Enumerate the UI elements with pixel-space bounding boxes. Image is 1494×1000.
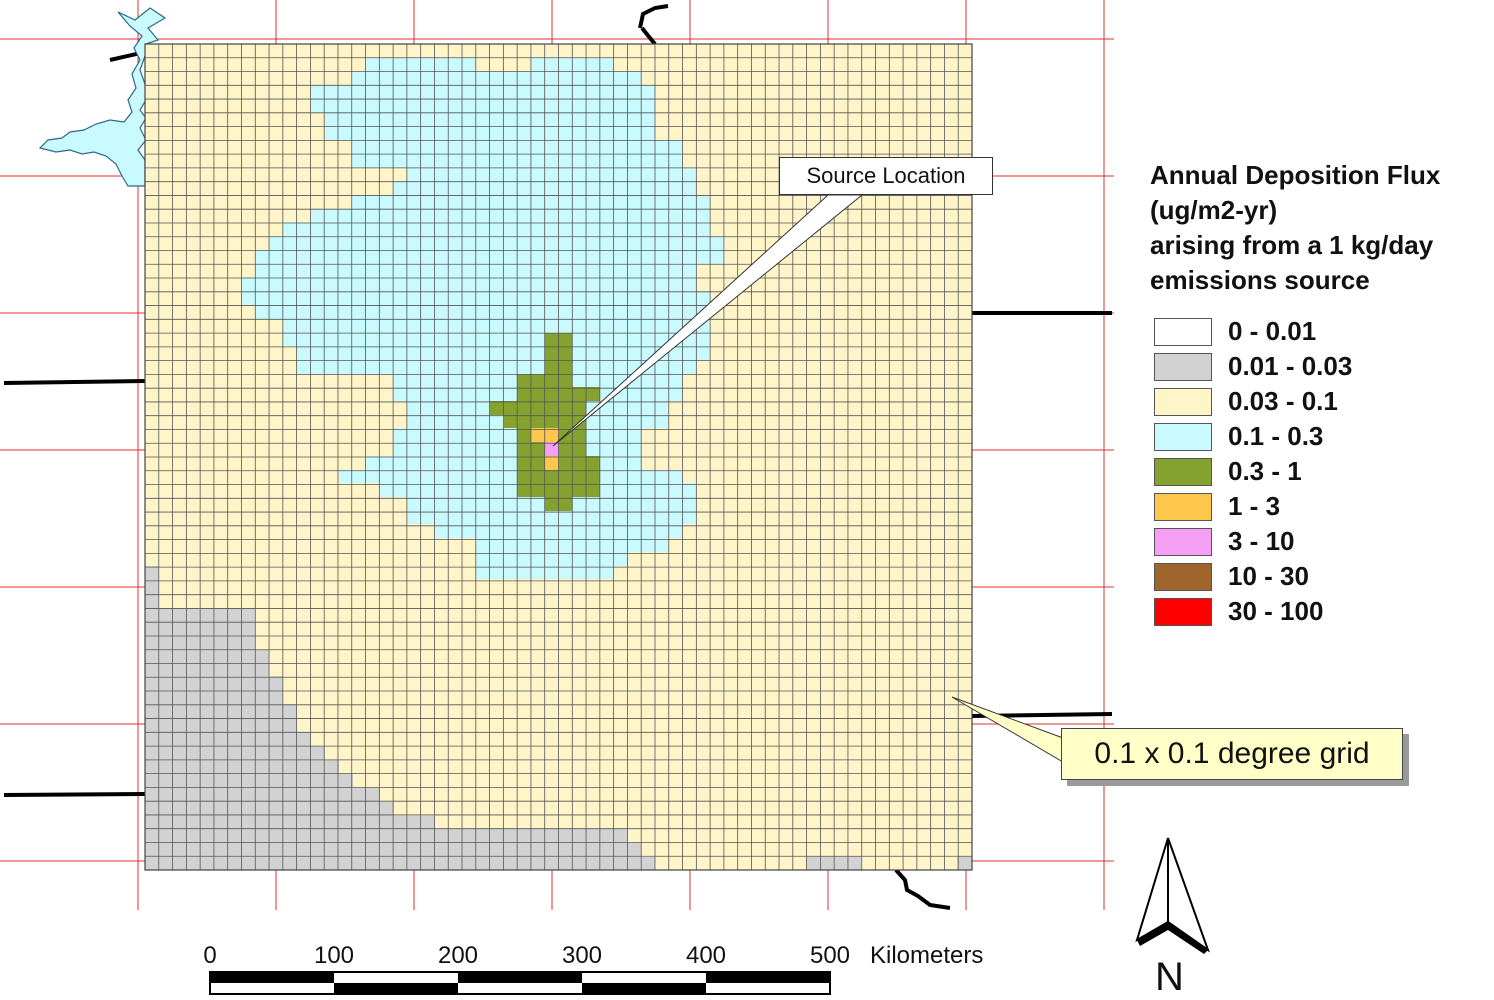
scale-bar (209, 971, 831, 995)
scale-tick-label: 500 (809, 942, 851, 969)
scale-tick-label: 100 (313, 942, 355, 969)
flux-zone-0.01-0.03 (806, 856, 861, 870)
source-callout-leader (552, 194, 864, 447)
legend-swatch (1154, 598, 1212, 626)
scale-tick-label: 400 (685, 942, 727, 969)
legend-title: Annual Deposition Flux (ug/m2-yr) arisin… (1150, 158, 1440, 298)
legend-title-line: Annual Deposition Flux (1150, 160, 1441, 190)
legend-swatch (1154, 528, 1212, 556)
legend-title-line: (ug/m2-yr) (1150, 195, 1278, 225)
legend-label: 0.01 - 0.03 (1228, 351, 1353, 381)
flux-zone-0.01-0.03 (957, 856, 972, 870)
legend-swatch (1154, 458, 1212, 486)
scale-tick-label: 0 (203, 942, 217, 969)
legend-label: 0 - 0.01 (1228, 316, 1317, 346)
grid-callout: 0.1 x 0.1 degree grid (1061, 728, 1403, 780)
grid-border (144, 43, 973, 871)
legend-label: 10 - 30 (1228, 561, 1309, 591)
north-label: N (1155, 955, 1184, 999)
flux-zone-1-3 (545, 456, 559, 470)
legend-label: 0.1 - 0.3 (1228, 421, 1324, 451)
source-location-callout: Source Location (779, 157, 993, 195)
legend-label: 0.03 - 0.1 (1228, 386, 1338, 416)
scale-tick-label: 200 (437, 942, 479, 969)
legend-swatch (1154, 563, 1212, 591)
legend-title-line: emissions source (1150, 265, 1370, 295)
flux-zone-3-10 (545, 442, 559, 456)
flux-zone-0.1-0.3 (242, 58, 723, 579)
legend-swatch (1154, 388, 1212, 416)
legend-swatch (1154, 353, 1212, 381)
flux-zone-0.01-0.03 (145, 566, 655, 870)
legend-label: 3 - 10 (1228, 526, 1295, 556)
legend-swatch (1154, 318, 1212, 346)
legend-title-line: arising from a 1 kg/day (1150, 230, 1434, 260)
legend-label: 1 - 3 (1228, 491, 1281, 521)
legend-swatch (1154, 423, 1212, 451)
scale-unit-label: Kilometers (870, 942, 984, 969)
legend-label: 0.3 - 1 (1228, 456, 1302, 486)
legend-label: 30 - 100 (1228, 596, 1324, 626)
north-arrow-icon (1135, 837, 1210, 954)
scale-tick-label: 300 (561, 942, 603, 969)
legend-swatch (1154, 493, 1212, 521)
